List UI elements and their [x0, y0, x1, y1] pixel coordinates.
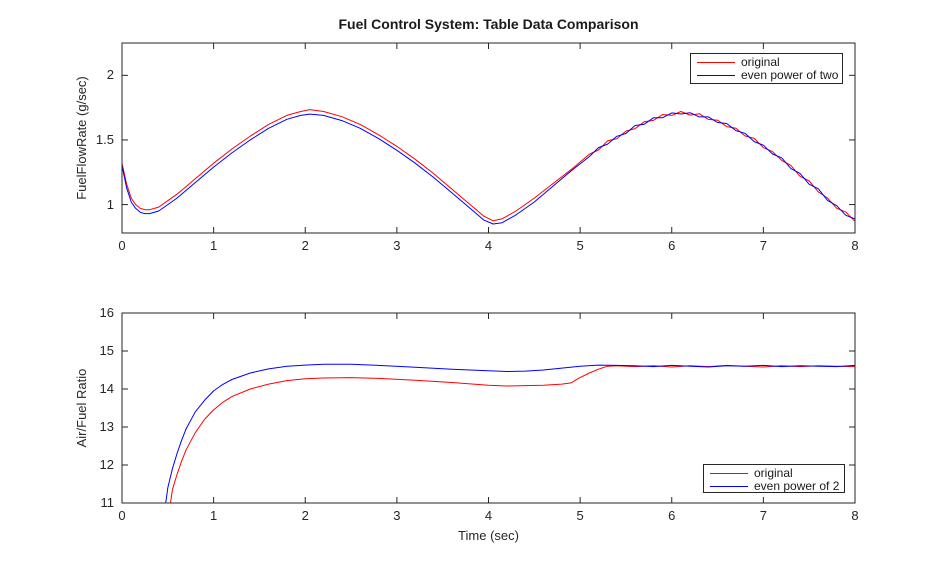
- legend-label-original: original: [741, 55, 780, 69]
- y-tick-label: 11: [100, 495, 115, 510]
- x-tick-label: 8: [851, 508, 859, 523]
- y-tick-label: 15: [99, 343, 114, 358]
- x-tick-label: 3: [393, 508, 401, 523]
- y-tick-label: 2: [106, 67, 114, 83]
- x-tick-label: 3: [393, 238, 401, 253]
- y-tick-label: 14: [99, 381, 114, 396]
- legend-top: original even power of two: [690, 53, 843, 84]
- legend-label-original: original: [754, 466, 793, 480]
- x-tick-label: 8: [851, 238, 859, 253]
- x-tick-label: 0: [118, 508, 126, 523]
- legend-label-quantized: even power of two: [741, 68, 839, 82]
- legend-line-original-icon: [710, 473, 748, 474]
- x-tick-label: 4: [484, 238, 493, 253]
- legend-entry: even power of two: [697, 69, 840, 82]
- legend-entry: original: [710, 467, 842, 480]
- x-tick-label: 5: [576, 508, 584, 523]
- x-tick-label: 2: [301, 508, 309, 523]
- x-tick-label: 1: [210, 238, 218, 253]
- legend-entry: original: [697, 56, 840, 69]
- bottom-y-axis-label: Air/Fuel Ratio: [74, 368, 89, 448]
- x-axis-label: Time (sec): [458, 528, 519, 543]
- x-tick-label: 6: [668, 508, 676, 523]
- y-tick-label: 12: [99, 457, 114, 472]
- series-line-even-power-of-two: [122, 112, 855, 225]
- legend-line-quantized-icon: [710, 486, 748, 487]
- x-tick-label: 0: [118, 238, 126, 253]
- x-tick-label: 7: [759, 238, 767, 253]
- series-line-even-power-of-2: [165, 363, 855, 503]
- x-tick-label: 6: [668, 238, 676, 253]
- legend-line-quantized-icon: [697, 75, 735, 76]
- y-tick-label: 1: [106, 196, 114, 212]
- chart-title: Fuel Control System: Table Data Comparis…: [338, 16, 639, 32]
- x-tick-label: 2: [301, 238, 309, 253]
- x-tick-label: 7: [759, 508, 767, 523]
- legend-bottom: original even power of 2: [703, 464, 845, 493]
- x-tick-label: 4: [484, 508, 493, 523]
- x-tick-label: 5: [576, 238, 584, 253]
- legend-line-original-icon: [697, 62, 735, 63]
- legend-entry: even power of 2: [710, 480, 842, 493]
- x-tick-label: 1: [210, 508, 218, 523]
- y-tick-label: 1.5: [95, 131, 114, 147]
- series-line-original: [122, 109, 855, 222]
- y-tick-label: 13: [99, 419, 114, 434]
- y-tick-label: 16: [99, 305, 114, 320]
- legend-label-quantized: even power of 2: [754, 479, 840, 493]
